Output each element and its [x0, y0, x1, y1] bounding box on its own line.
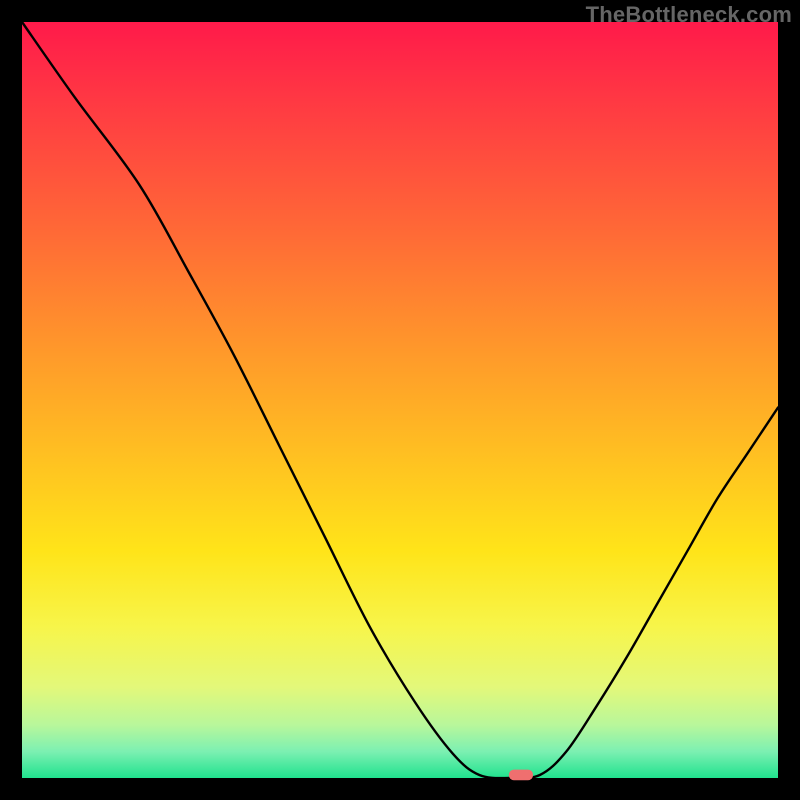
plot-background — [22, 22, 778, 778]
target-marker — [509, 770, 533, 781]
figure-root: TheBottleneck.com — [0, 0, 800, 800]
watermark-text: TheBottleneck.com — [586, 2, 792, 28]
bottleneck-chart — [0, 0, 800, 800]
